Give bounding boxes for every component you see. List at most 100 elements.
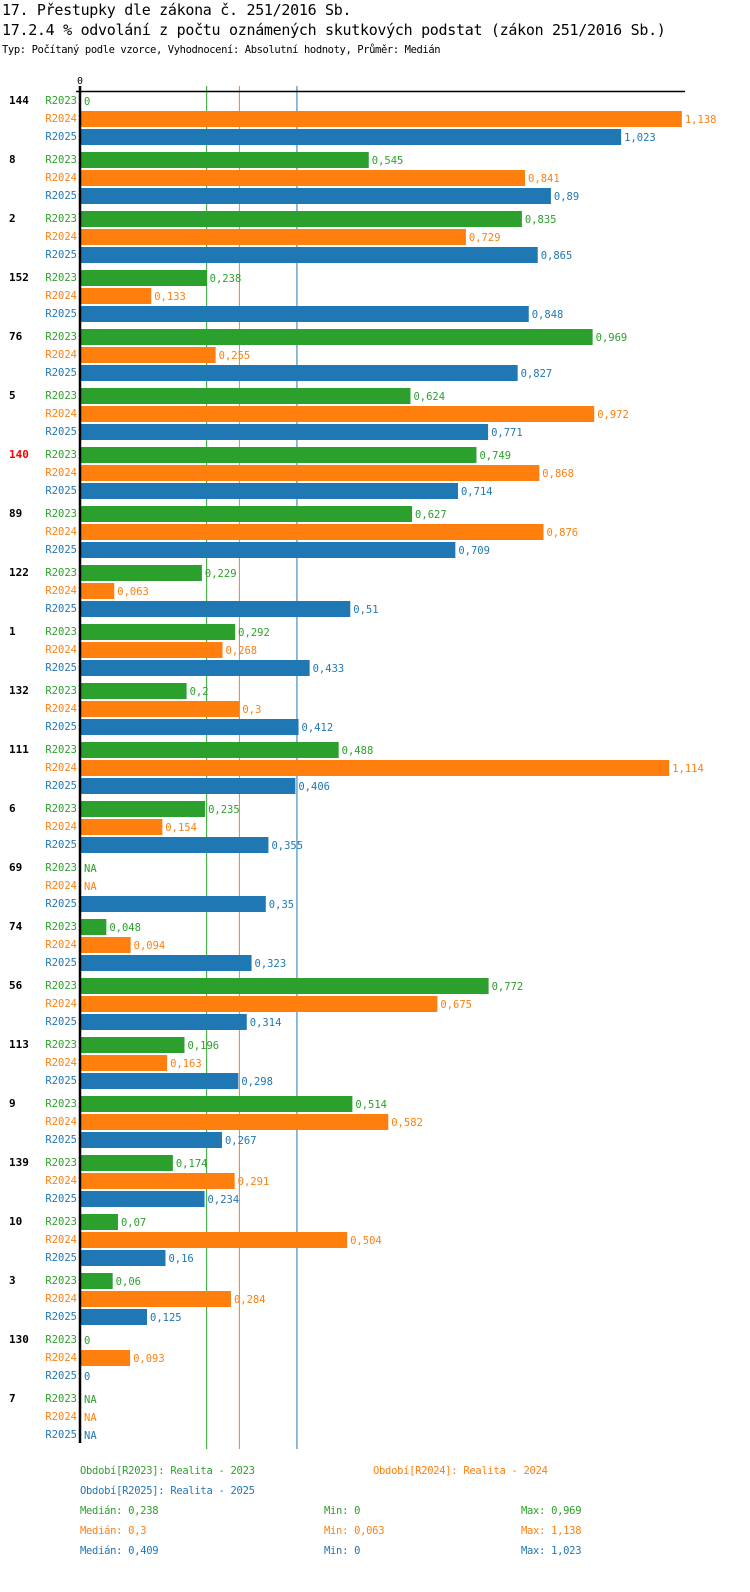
bar-r2024-10 [81,1232,348,1248]
category-label: 3 [9,1274,16,1287]
series-label: R2024 [45,762,77,774]
data-label: 0,969 [596,332,628,344]
series-label: R2024 [45,1352,77,1364]
bar-r2023-132 [81,683,187,699]
bar-r2025-5 [81,424,489,440]
bar-r2024-130 [81,1350,131,1366]
series-label: R2025 [45,1311,77,1323]
data-label: 0,624 [413,391,445,403]
series-label: R2024 [45,290,77,302]
series-label: R2024 [45,703,77,715]
data-label: 0,229 [205,568,237,580]
data-label: 0,627 [415,509,447,521]
series-label: R2023 [45,862,77,874]
bar-r2023-6 [81,801,206,817]
legend-median-r2024: Medián: 0,3 [80,1525,147,1537]
series-label: R2025 [45,780,77,792]
data-label: 0,89 [554,191,579,203]
bar-r2025-8 [81,188,551,204]
data-label: 0,314 [250,1017,282,1029]
bar-r2024-9 [81,1114,389,1130]
category-label: 5 [9,389,16,402]
data-label: 0,433 [313,663,345,675]
data-label: 0,749 [479,450,511,462]
data-label: 0,093 [133,1353,165,1365]
data-label: 0,125 [150,1312,182,1324]
series-label: R2023 [45,331,77,343]
bar-r2025-132 [81,719,299,735]
data-label: 0,284 [234,1294,266,1306]
series-label: R2024 [45,939,77,951]
data-label: 0,154 [165,822,197,834]
data-label: 0,848 [532,309,564,321]
data-label: 0,255 [219,350,251,362]
series-label: R2023 [45,685,77,697]
category-label: 144 [9,94,29,107]
series-label: R2025 [45,308,77,320]
bar-r2025-113 [81,1073,239,1089]
legend-min-r2025: Min: 0 [324,1545,361,1557]
data-label: 0,267 [225,1135,257,1147]
bar-r2024-122 [81,583,115,599]
series-label: R2023 [45,1098,77,1110]
data-label: 1,138 [685,114,717,126]
data-label: 0 [84,1371,90,1383]
data-label: 0,063 [117,586,149,598]
data-label: 0,582 [391,1117,423,1129]
series-label: R2025 [45,1016,77,1028]
data-label: NA [84,1412,97,1424]
data-label: 0,675 [440,999,472,1011]
series-label: R2025 [45,1193,77,1205]
data-label: 0,972 [597,409,629,421]
bar-r2024-8 [81,170,526,186]
bar-r2025-74 [81,955,252,971]
data-label: 0,292 [238,627,270,639]
category-label: 1 [9,625,16,638]
series-label: R2025 [45,839,77,851]
series-label: R2024 [45,1234,77,1246]
series-label: R2025 [45,1370,77,1382]
data-label: 0,545 [372,155,404,167]
bar-r2023-1 [81,624,236,640]
bar-r2024-1 [81,642,223,658]
series-label: R2024 [45,408,77,420]
data-label: 0,488 [342,745,374,757]
series-label: R2023 [45,626,77,638]
bar-r2025-69 [81,896,266,912]
data-label: 0 [84,1335,90,1347]
data-label: 0,876 [547,527,579,539]
data-label: 0,504 [350,1235,382,1247]
series-label: R2023 [45,154,77,166]
series-label: R2025 [45,662,77,674]
series-label: R2023 [45,567,77,579]
series-label: R2025 [45,367,77,379]
data-label: 0,133 [154,291,186,303]
bar-r2025-10 [81,1250,166,1266]
category-label: 140 [9,448,29,461]
data-label: 0,268 [226,645,258,657]
legend-max-r2025: Max: 1,023 [521,1545,582,1557]
series-label: R2023 [45,1334,77,1346]
data-label: 0,2 [190,686,209,698]
data-label: 0,07 [121,1217,146,1229]
bar-r2023-9 [81,1096,353,1112]
legend-min-r2024: Min: 0,063 [324,1525,385,1537]
bar-r2023-122 [81,565,202,581]
series-label: R2024 [45,1057,77,1069]
series-label: R2024 [45,880,77,892]
bar-r2025-76 [81,365,518,381]
series-label: R2025 [45,249,77,261]
data-label: 0,06 [116,1276,141,1288]
data-label: 0 [84,96,90,108]
legend-period-r2025: Období[R2025]: Realita - 2025 [80,1485,255,1497]
legend-period-r2023: Období[R2023]: Realita - 2023 [80,1465,255,1477]
data-label: 0,868 [542,468,574,480]
category-label: 122 [9,566,29,579]
bar-r2023-8 [81,152,369,168]
bar-r2023-113 [81,1037,185,1053]
bar-r2024-56 [81,996,438,1012]
bar-r2025-2 [81,247,538,263]
data-label: 0,514 [355,1099,387,1111]
series-label: R2025 [45,485,77,497]
series-label: R2023 [45,980,77,992]
